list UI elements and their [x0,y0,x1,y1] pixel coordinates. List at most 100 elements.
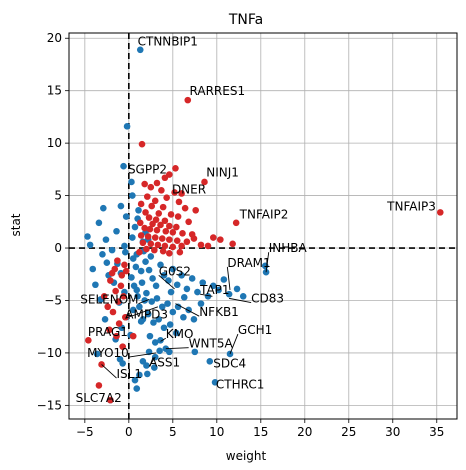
x-tick-label: 20 [297,425,312,439]
annotation-label: TNFAIP3 [386,199,436,213]
annotation-label: ASS1 [149,356,180,370]
point-negative [147,253,155,260]
x-tick-label: 35 [429,425,444,439]
point-negative [197,300,205,307]
point-positive [161,174,169,182]
point-positive [232,219,240,227]
point-positive [173,237,181,244]
point-positive [176,248,184,256]
point-negative [190,316,198,323]
point-negative [145,266,153,274]
point-positive [159,247,167,255]
point-negative [173,281,181,289]
point-positive [154,241,162,249]
point-negative [173,329,180,337]
point-positive [129,332,137,340]
annotation-label: NINJ1 [206,166,239,180]
point-negative [151,364,158,371]
annotation-leader [160,337,167,342]
point-negative [129,192,136,199]
point-negative [113,227,120,235]
point-negative [233,285,241,293]
point-positive [165,222,173,230]
point-negative [143,362,150,369]
point-positive [181,204,189,212]
reference-lines [69,33,457,419]
point-negative [86,241,94,249]
point-negative [133,286,141,294]
y-tick-label: −10 [37,346,62,360]
x-tick-label: 10 [209,425,224,439]
y-tick-label: −5 [44,293,62,307]
annotation-label: TAP1 [199,283,229,297]
y-tick-label: 5 [54,189,62,203]
annotation-label: DNER [172,182,206,196]
annotation-label: TNFAIP2 [239,208,289,222]
point-positive [138,140,146,148]
point-positive [139,239,147,247]
point-positive [147,183,155,191]
point-positive [159,203,167,211]
point-negative [92,281,99,289]
y-axis: −15 −10 −5 0 5 10 15 20 [37,31,69,412]
point-positive [209,234,217,241]
annotation-leaders [101,252,270,379]
point-negative [102,236,110,243]
point-negative [137,267,145,275]
point-positive [100,292,108,300]
point-positive [184,96,192,104]
annotation-leader [226,266,231,291]
annotation-label: GCH1 [238,323,272,337]
x-axis-label: weight [226,449,267,463]
point-negative [117,202,125,210]
x-tick-label: 15 [253,425,268,439]
annotation-label: SLC7A2 [76,391,122,405]
annotation-label: SDC4 [213,357,246,371]
point-negative [142,258,149,265]
point-positive [107,396,114,404]
point-negative [151,339,159,346]
point-negative [144,310,152,318]
point-positive [217,236,224,243]
point-positive [162,227,170,235]
point-positive [136,219,144,227]
y-tick-label: 10 [47,136,62,150]
annotation-leader [138,299,150,305]
point-positive [175,198,183,206]
point-negative [119,360,126,367]
chart-title: TNFa [228,12,263,28]
y-tick-label: 20 [47,31,62,45]
point-negative [157,261,164,269]
point-negative [123,123,131,130]
annotation-label: INHBA [269,241,308,255]
point-positive [142,209,149,216]
point-positive [151,234,159,241]
point-negative [129,306,137,314]
point-negative [239,292,247,300]
annotation-label: SELENOM [80,293,138,307]
point-negative [194,288,201,296]
point-negative [169,308,177,316]
point-negative [129,234,136,241]
point-positive [169,243,177,251]
point-negative [144,370,151,378]
point-positive [151,197,159,205]
annotation-label: WNT5A [189,337,234,351]
point-negative [167,288,175,296]
point-negative [164,300,171,307]
annotation-label: NFKB1 [199,305,239,319]
x-tick-label: 30 [385,425,400,439]
point-positive [149,220,156,228]
point-positive [117,282,125,290]
annotation-leader [265,252,270,273]
point-positive [151,246,158,254]
point-positive [104,303,112,311]
point-negative [155,316,163,323]
annotation-label: MYO10 [87,346,129,360]
point-positive [436,209,444,216]
y-tick-label: 15 [47,84,62,98]
point-positive [171,189,178,196]
point-positive [95,382,103,389]
